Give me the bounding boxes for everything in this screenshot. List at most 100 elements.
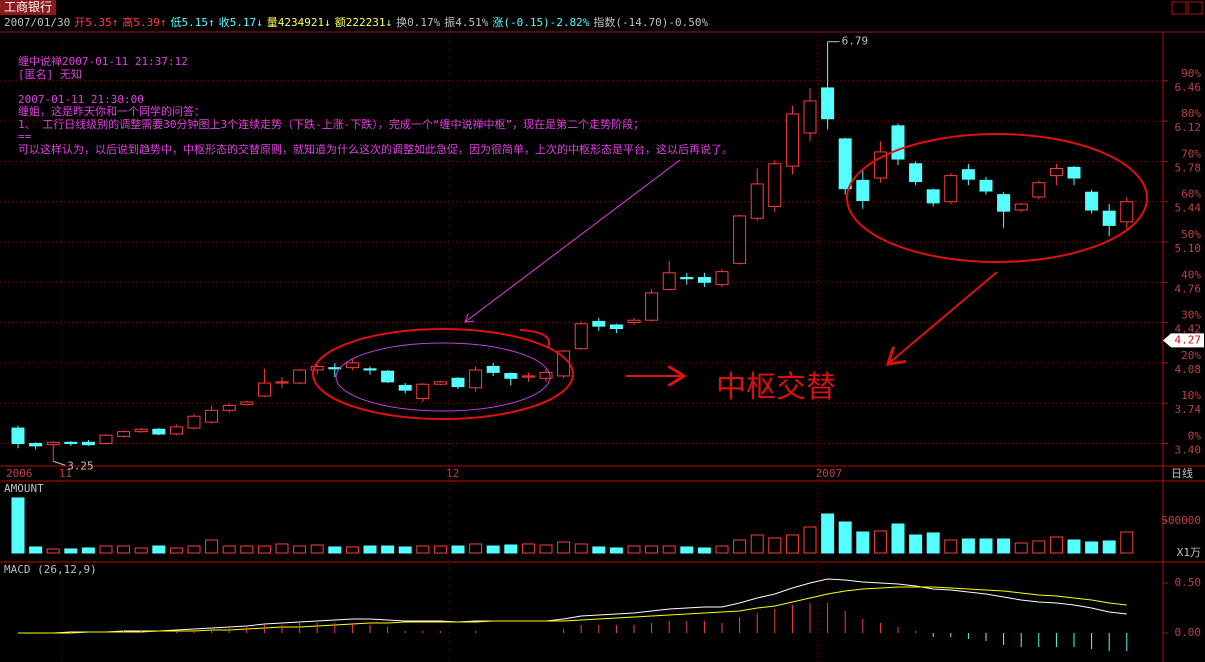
y-tick-label: 4.42 <box>1175 323 1202 336</box>
volume-bar <box>521 543 535 554</box>
annotation: 缠中说禅2007-01-11 21:37:12 [匿名] 无知 2007-01-1… <box>18 55 733 156</box>
y-tick-label: 4.76 <box>1175 282 1202 295</box>
highlight-ellipse <box>335 342 551 412</box>
candle-body <box>275 381 289 384</box>
candle-body <box>328 367 342 370</box>
volume-bar <box>152 545 166 554</box>
candle-body <box>1067 166 1081 179</box>
candle-body <box>504 373 518 379</box>
annotation-line: [匿名] 无知 <box>18 67 82 81</box>
volume-bar <box>187 545 201 554</box>
candle-body <box>1102 210 1116 226</box>
candle-body <box>134 428 148 433</box>
candle-body <box>979 179 993 192</box>
panel-title: AMOUNT <box>4 482 44 495</box>
y2-tick-label: 10% <box>1181 389 1201 402</box>
candle-body <box>785 113 799 167</box>
candle-body <box>1120 201 1134 223</box>
candle-body <box>733 215 747 264</box>
quote-field: 涨(-0.15)-2.82% <box>492 16 590 29</box>
candle-body <box>451 377 465 388</box>
candle-body <box>1085 191 1099 211</box>
candle-body <box>609 324 623 330</box>
low-label: 3.25 <box>67 459 94 472</box>
volume-bar <box>345 546 359 554</box>
volume-bar <box>11 497 25 554</box>
y2-tick-label: 60% <box>1181 188 1201 201</box>
volume-bar <box>821 513 835 554</box>
highlight-ellipse <box>846 133 1148 263</box>
candle-body <box>645 292 659 321</box>
annotation-line <box>18 81 733 94</box>
candle-body <box>398 384 412 391</box>
y-tick-label: 0.50 <box>1175 576 1202 589</box>
candle-body <box>750 183 764 219</box>
candle-body <box>680 277 694 280</box>
quote-field: 振4.51% <box>444 16 489 29</box>
volume-bar <box>750 534 764 554</box>
candle-body <box>697 277 711 283</box>
volume-bar <box>715 545 729 554</box>
annotation-line: 1、 工行日线级别的调整需要30分钟图上3个连续走势（下跌-上涨-下跌），完成一… <box>18 117 645 131</box>
volume-bar <box>486 545 500 554</box>
volume-bar <box>1049 536 1063 554</box>
candle-body <box>521 375 535 378</box>
y-tick-label: 3.74 <box>1175 403 1202 416</box>
y2-tick-label: 30% <box>1181 309 1201 322</box>
candle-body <box>363 368 377 371</box>
candle-body <box>345 362 359 369</box>
volume-bar <box>1014 542 1028 554</box>
volume-bar <box>680 546 694 554</box>
unit-label: X1万 <box>1177 546 1201 559</box>
candle-body <box>891 125 905 160</box>
volume-bar <box>240 545 254 554</box>
macd-line <box>18 586 1127 634</box>
candle-body <box>99 434 113 444</box>
callout: 中枢交替 <box>716 370 836 405</box>
annotation-line: 缠姐，这是昨天你和一个同学的问答： <box>18 105 205 118</box>
volume-bar <box>997 538 1011 554</box>
volume-bar <box>293 545 307 554</box>
y-tick-label: 0.00 <box>1175 626 1202 639</box>
low-leader <box>53 460 66 466</box>
candle-body <box>11 427 25 444</box>
candle-body <box>433 381 447 385</box>
volume-bar <box>257 545 271 554</box>
volume-bar <box>645 545 659 554</box>
volume-bar <box>1067 539 1081 554</box>
candle-body <box>187 415 201 429</box>
volume-bar <box>381 545 395 554</box>
volume-bar <box>909 534 923 554</box>
y-tick-label: 5.78 <box>1175 161 1202 174</box>
volume-bar <box>433 545 447 554</box>
y2-tick-label: 0% <box>1188 429 1202 442</box>
y2-tick-label: 80% <box>1181 107 1201 120</box>
quote-field: 收5.17↓ <box>218 16 263 29</box>
candle-body <box>803 100 817 134</box>
candle-body <box>469 369 483 389</box>
icon[interactable] <box>1187 1 1203 15</box>
quote-field: 开5.35↑ <box>74 16 119 29</box>
candle-body <box>205 409 219 423</box>
y-tick-label: 3.40 <box>1175 443 1202 456</box>
candle-body <box>574 323 588 350</box>
candle-body <box>240 401 254 405</box>
volume-bar <box>592 546 606 554</box>
volume-bar <box>99 545 113 554</box>
quote-field: 量4234921↓ <box>266 16 331 29</box>
candle-body <box>909 163 923 183</box>
arrow <box>465 159 681 322</box>
y2-tick-label: 50% <box>1181 228 1201 241</box>
candle-body <box>310 365 324 371</box>
y2-tick-label: 90% <box>1181 67 1201 80</box>
candle-body <box>662 272 676 290</box>
volume-bar <box>785 534 799 554</box>
volume-bar <box>838 521 852 554</box>
icon[interactable] <box>1171 1 1187 15</box>
stock-tab[interactable]: 工商银行 <box>0 0 57 15</box>
volume-bar <box>873 530 887 554</box>
volume-bar <box>504 544 518 554</box>
y-tick-label: 500000 <box>1161 514 1201 527</box>
x-tick-label: 2007 <box>816 467 843 480</box>
volume-bar <box>81 547 95 554</box>
